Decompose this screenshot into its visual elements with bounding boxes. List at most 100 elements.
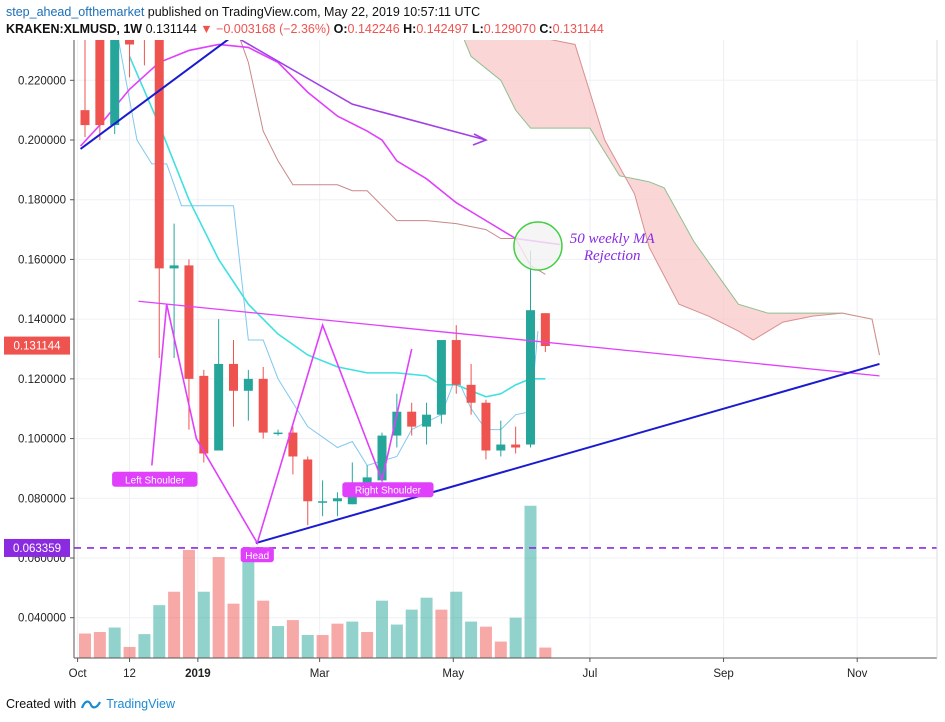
close-value: 0.131144 xyxy=(552,22,604,36)
volume-bar xyxy=(242,549,255,658)
candle xyxy=(436,340,446,424)
candle xyxy=(422,402,432,445)
candle-body xyxy=(154,40,164,269)
head-label: Head xyxy=(240,547,274,563)
y-tick-label: 0.220000 xyxy=(18,75,66,87)
left-shoulder-label-text: Left Shoulder xyxy=(125,475,185,486)
y-tick-label: 0.080000 xyxy=(18,493,66,505)
candle xyxy=(540,313,550,352)
candle-body xyxy=(407,411,417,427)
tradingview-brand[interactable]: TradingView xyxy=(106,697,175,711)
candle xyxy=(258,366,268,439)
candle xyxy=(184,259,194,430)
volume-bar xyxy=(494,641,507,658)
candle xyxy=(80,40,90,138)
volume-bar xyxy=(479,626,492,658)
footer: Created with TradingView xyxy=(6,697,175,711)
candle-body xyxy=(347,492,357,505)
volume-bar xyxy=(212,557,225,658)
kijun-line xyxy=(239,40,546,275)
volume-bar xyxy=(376,600,388,658)
volume-bars xyxy=(79,505,552,658)
candle-body xyxy=(169,265,179,269)
candle xyxy=(451,325,461,394)
volume-bar xyxy=(539,647,552,658)
candle xyxy=(288,426,298,475)
low-value: 0.129070 xyxy=(483,22,536,36)
candle-body xyxy=(496,444,506,451)
cloud-fill xyxy=(464,40,880,355)
volume-bar xyxy=(168,591,181,658)
last-price-tag-text: 0.131144 xyxy=(13,341,61,353)
close-label: C: xyxy=(539,22,553,36)
candle-body xyxy=(110,40,120,126)
candle-body xyxy=(377,435,387,481)
candle xyxy=(392,393,402,448)
last-price: 0.131144 xyxy=(145,22,197,36)
volume-bar xyxy=(197,591,210,658)
volume-bar xyxy=(93,632,106,658)
level-price-tag-text: 0.063359 xyxy=(13,543,61,555)
candle xyxy=(407,402,417,436)
x-tick-label: Oct xyxy=(69,668,88,680)
volume-bar xyxy=(227,603,240,658)
volume-bar xyxy=(286,620,299,658)
moving-average-50-weekly xyxy=(79,43,561,246)
candle xyxy=(332,492,342,517)
grid xyxy=(74,40,937,658)
volume-bar xyxy=(465,621,478,658)
candle-body xyxy=(273,432,283,435)
x-tick-label: Mar xyxy=(310,668,330,680)
candle-body xyxy=(199,375,209,454)
arrow-head-icon xyxy=(472,133,488,146)
candle-body xyxy=(258,378,268,433)
y-tick-label: 0.200000 xyxy=(18,135,66,147)
candle-body xyxy=(466,384,476,403)
candle-body xyxy=(80,110,90,126)
volume-bar xyxy=(272,626,285,658)
candle xyxy=(511,426,521,454)
volume-bar xyxy=(182,549,195,658)
ichimoku-cloud xyxy=(463,40,880,356)
candle-body xyxy=(243,378,253,391)
cloud-span-a xyxy=(463,40,880,356)
created-with-text: Created with xyxy=(6,697,77,711)
level-price-tag-bg xyxy=(4,538,70,557)
head-label-bg xyxy=(240,547,274,563)
left-shoulder-label-bg xyxy=(112,471,198,487)
right-shoulder-label: Right Shoulder xyxy=(342,482,434,498)
head-and-shoulders-pattern xyxy=(151,304,413,546)
tradingview-logo-icon xyxy=(81,700,102,709)
volume-bar xyxy=(138,634,151,658)
candle xyxy=(199,369,209,463)
candlesticks xyxy=(80,40,550,526)
cloud-span-b xyxy=(550,40,880,356)
volume-bar xyxy=(524,505,537,658)
right-shoulder-label-text: Right Shoulder xyxy=(355,486,422,497)
candle xyxy=(143,40,145,66)
neckline xyxy=(138,300,880,377)
volume-bar xyxy=(390,624,403,658)
candle-body xyxy=(214,363,224,451)
projection-arrow xyxy=(239,40,487,141)
head-label-text: Head xyxy=(245,551,269,562)
high-value: 0.142497 xyxy=(416,22,469,36)
volume-bar xyxy=(301,635,314,658)
symbol-label: KRAKEN:XLMUSD, 1W xyxy=(6,22,143,36)
left-shoulder-label: Left Shoulder xyxy=(112,471,198,487)
volume-bar xyxy=(108,627,121,658)
candle-body xyxy=(125,40,135,45)
volume-bar xyxy=(123,646,136,658)
candle-body xyxy=(318,501,328,503)
volume-bar xyxy=(316,635,329,658)
y-tick-label: 0.140000 xyxy=(18,314,66,326)
y-tick-label: 0.120000 xyxy=(18,374,66,386)
x-tick-label: 12 xyxy=(123,668,136,680)
candle xyxy=(229,340,238,427)
open-value: 0.142246 xyxy=(347,22,400,36)
symbol-info: KRAKEN:XLMUSD, 1W 0.131144 ▼ −0.003168 (… xyxy=(6,22,604,36)
candle xyxy=(526,250,535,448)
level-price-tag: 0.063359 xyxy=(4,538,70,557)
author-link[interactable]: step_ahead_ofthemarket xyxy=(6,5,145,19)
